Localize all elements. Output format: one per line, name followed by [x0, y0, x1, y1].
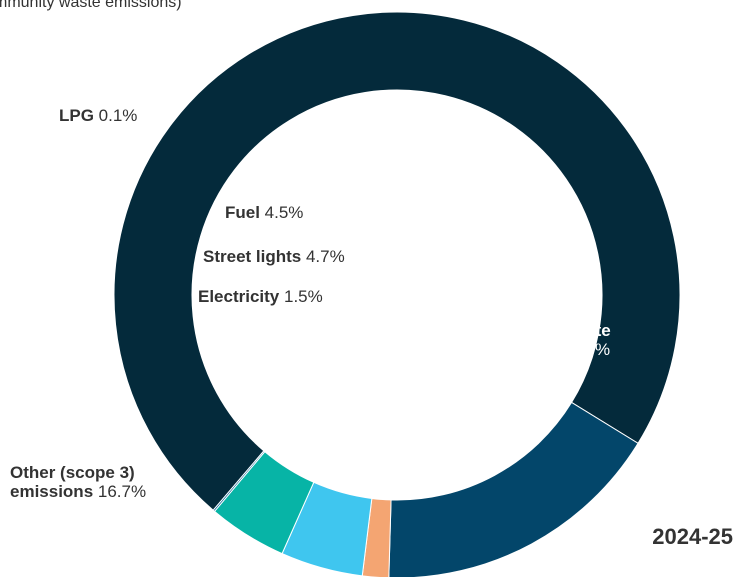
slice-label-electricity: Electricity 1.5%	[198, 287, 323, 306]
chart-subtitle: mmunity waste emissions)	[0, 0, 182, 11]
slice-other-scope-3-emissions	[388, 401, 639, 579]
slice-label-other-scope-3-emissions: Other (scope 3) emissions 16.7%	[10, 463, 146, 501]
year-label: 2024-25	[652, 524, 733, 549]
slice-lpg	[212, 450, 266, 513]
slice-waste	[113, 11, 681, 511]
slice-label-fuel: Fuel 4.5%	[225, 203, 303, 222]
slice-label-street-lights: Street lights 4.7%	[203, 247, 345, 266]
slice-label-lpg: LPG 0.1%	[59, 106, 137, 125]
slice-label-waste: Waste 72.6%	[561, 321, 610, 359]
